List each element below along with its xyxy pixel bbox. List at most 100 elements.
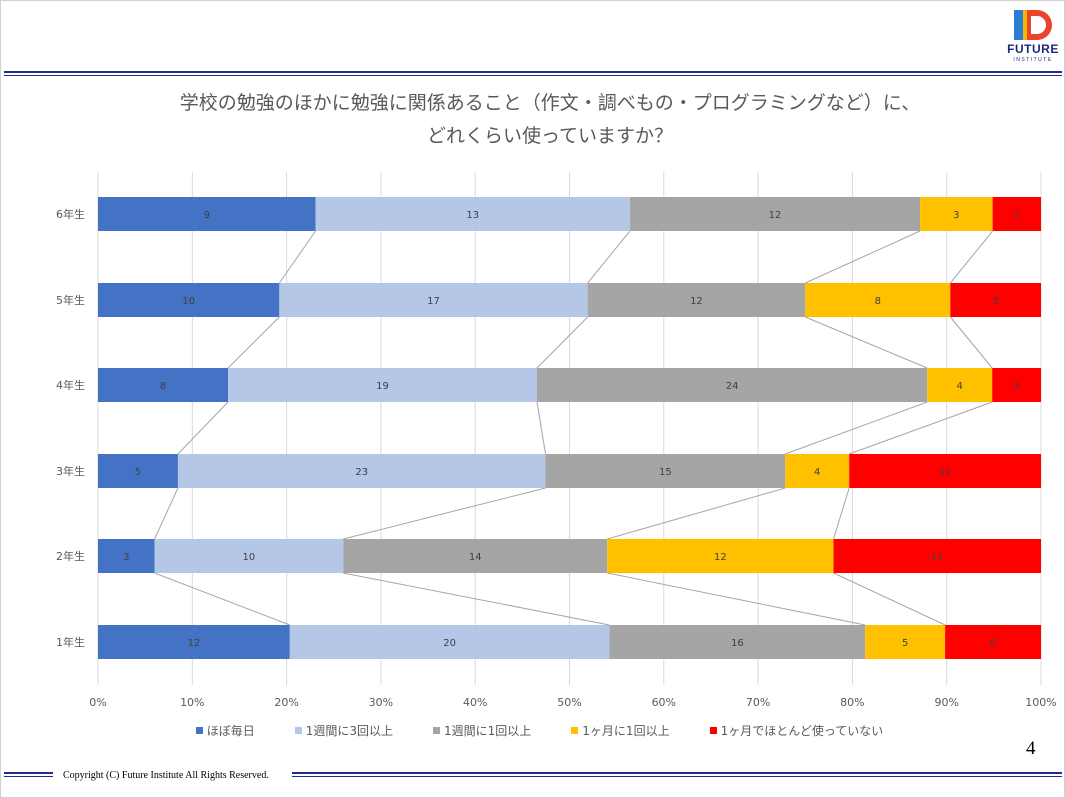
bar-segment bbox=[98, 283, 280, 317]
legend-swatch bbox=[571, 727, 579, 734]
bar-segment bbox=[98, 625, 290, 659]
x-tick-label: 60% bbox=[652, 696, 676, 709]
header-rule-thin bbox=[4, 75, 1062, 76]
logo-text: FUTURE bbox=[1007, 42, 1059, 56]
bar-segment bbox=[587, 283, 806, 317]
bar-segment bbox=[154, 539, 344, 573]
data-label: 6 bbox=[990, 638, 996, 649]
data-label: 10 bbox=[182, 296, 195, 307]
bar-segment bbox=[992, 368, 1041, 402]
data-label: 17 bbox=[427, 296, 440, 307]
data-label: 3 bbox=[123, 552, 129, 563]
bar-segment bbox=[833, 539, 1041, 573]
x-tick-label: 40% bbox=[463, 696, 487, 709]
data-label: 8 bbox=[160, 381, 166, 392]
x-tick-label: 50% bbox=[557, 696, 581, 709]
logo-mark-icon bbox=[1014, 10, 1052, 40]
data-label: 20 bbox=[443, 638, 456, 649]
y-category-label: 5年生 bbox=[56, 293, 85, 307]
bar-segment bbox=[609, 625, 866, 659]
data-label: 14 bbox=[469, 552, 482, 563]
bar-segment bbox=[98, 454, 178, 488]
series-line bbox=[949, 316, 993, 369]
chart-title-line1: 学校の勉強のほかに勉強に関係あること（作文・調べもの・プログラミングなど）に、 bbox=[179, 92, 921, 114]
bar-segment bbox=[228, 368, 537, 402]
series-line bbox=[833, 487, 850, 540]
legend-label: 1週間に1回以上 bbox=[444, 724, 532, 738]
footer-rule-left bbox=[4, 772, 53, 774]
data-label: 5 bbox=[902, 638, 908, 649]
x-tick-label: 80% bbox=[840, 696, 864, 709]
y-category-label: 1年生 bbox=[56, 635, 85, 649]
legend-label: 1ヶ月に1回以上 bbox=[582, 724, 670, 738]
series-line bbox=[227, 316, 280, 369]
legend-item: ほぼ毎日 bbox=[182, 722, 255, 739]
data-label: 8 bbox=[875, 296, 881, 307]
data-label: 3 bbox=[953, 210, 959, 221]
series-line bbox=[785, 401, 928, 455]
bar-segment bbox=[927, 368, 993, 402]
legend-swatch bbox=[294, 727, 302, 734]
bar-segment bbox=[98, 197, 316, 231]
data-label: 12 bbox=[690, 296, 703, 307]
bar-segment bbox=[607, 539, 834, 573]
header-rule bbox=[4, 71, 1062, 73]
x-tick-label: 100% bbox=[1025, 696, 1056, 709]
series-line bbox=[805, 230, 921, 284]
data-label: 12 bbox=[769, 210, 782, 221]
series-line bbox=[536, 401, 547, 455]
bar-segment bbox=[945, 625, 1041, 659]
legend-swatch bbox=[195, 727, 203, 734]
series-line bbox=[949, 230, 994, 284]
page-number: 4 bbox=[1026, 738, 1036, 759]
y-category-label: 6年生 bbox=[56, 207, 85, 221]
y-category-label: 2年生 bbox=[56, 549, 85, 563]
series-line bbox=[343, 487, 546, 540]
data-label: 11 bbox=[931, 552, 944, 563]
bar-segment bbox=[849, 454, 1041, 488]
bar-segment bbox=[785, 454, 850, 488]
series-line bbox=[833, 572, 946, 626]
logo-subtext: INSTITUTE bbox=[1013, 57, 1053, 63]
bar-segment bbox=[343, 539, 608, 573]
data-label: 13 bbox=[466, 210, 479, 221]
series-line bbox=[177, 401, 229, 455]
legend-swatch bbox=[709, 727, 717, 734]
bar-segment bbox=[805, 283, 951, 317]
data-label: 4 bbox=[957, 381, 963, 392]
chart-title-line2: どれくらい使っていますか？ bbox=[426, 125, 674, 147]
data-label: 24 bbox=[726, 381, 739, 392]
x-tick-label: 70% bbox=[746, 696, 770, 709]
data-label: 23 bbox=[355, 467, 368, 478]
bar-segment bbox=[177, 454, 546, 488]
data-label: 9 bbox=[204, 210, 210, 221]
series-line bbox=[536, 316, 588, 369]
bar-segment bbox=[289, 625, 610, 659]
data-label: 12 bbox=[939, 467, 952, 478]
data-label: 12 bbox=[188, 638, 201, 649]
series-line bbox=[154, 487, 179, 540]
footer-rule-right bbox=[292, 772, 1062, 774]
data-label: 12 bbox=[714, 552, 727, 563]
legend-label: 1ヶ月でほとんど使っていない bbox=[720, 724, 884, 738]
bar-segment bbox=[920, 197, 993, 231]
bar-segment bbox=[536, 368, 928, 402]
bar-segment bbox=[865, 625, 946, 659]
data-label: 16 bbox=[731, 638, 744, 649]
data-label: 15 bbox=[659, 467, 672, 478]
series-line bbox=[849, 401, 993, 455]
data-label: 2 bbox=[1014, 210, 1020, 221]
bar-segment bbox=[545, 454, 786, 488]
data-label: 5 bbox=[992, 296, 998, 307]
series-line bbox=[587, 230, 631, 284]
data-label: 5 bbox=[135, 467, 141, 478]
bar-segment bbox=[98, 368, 229, 402]
x-tick-label: 0% bbox=[89, 696, 106, 709]
x-tick-label: 20% bbox=[274, 696, 298, 709]
series-line bbox=[607, 487, 786, 540]
bar-segment bbox=[992, 197, 1041, 231]
legend-item: 1週間に3回以上 bbox=[281, 722, 393, 739]
x-tick-label: 10% bbox=[180, 696, 204, 709]
legend-item: 1週間に1回以上 bbox=[419, 722, 531, 739]
bar-segment bbox=[315, 197, 630, 231]
